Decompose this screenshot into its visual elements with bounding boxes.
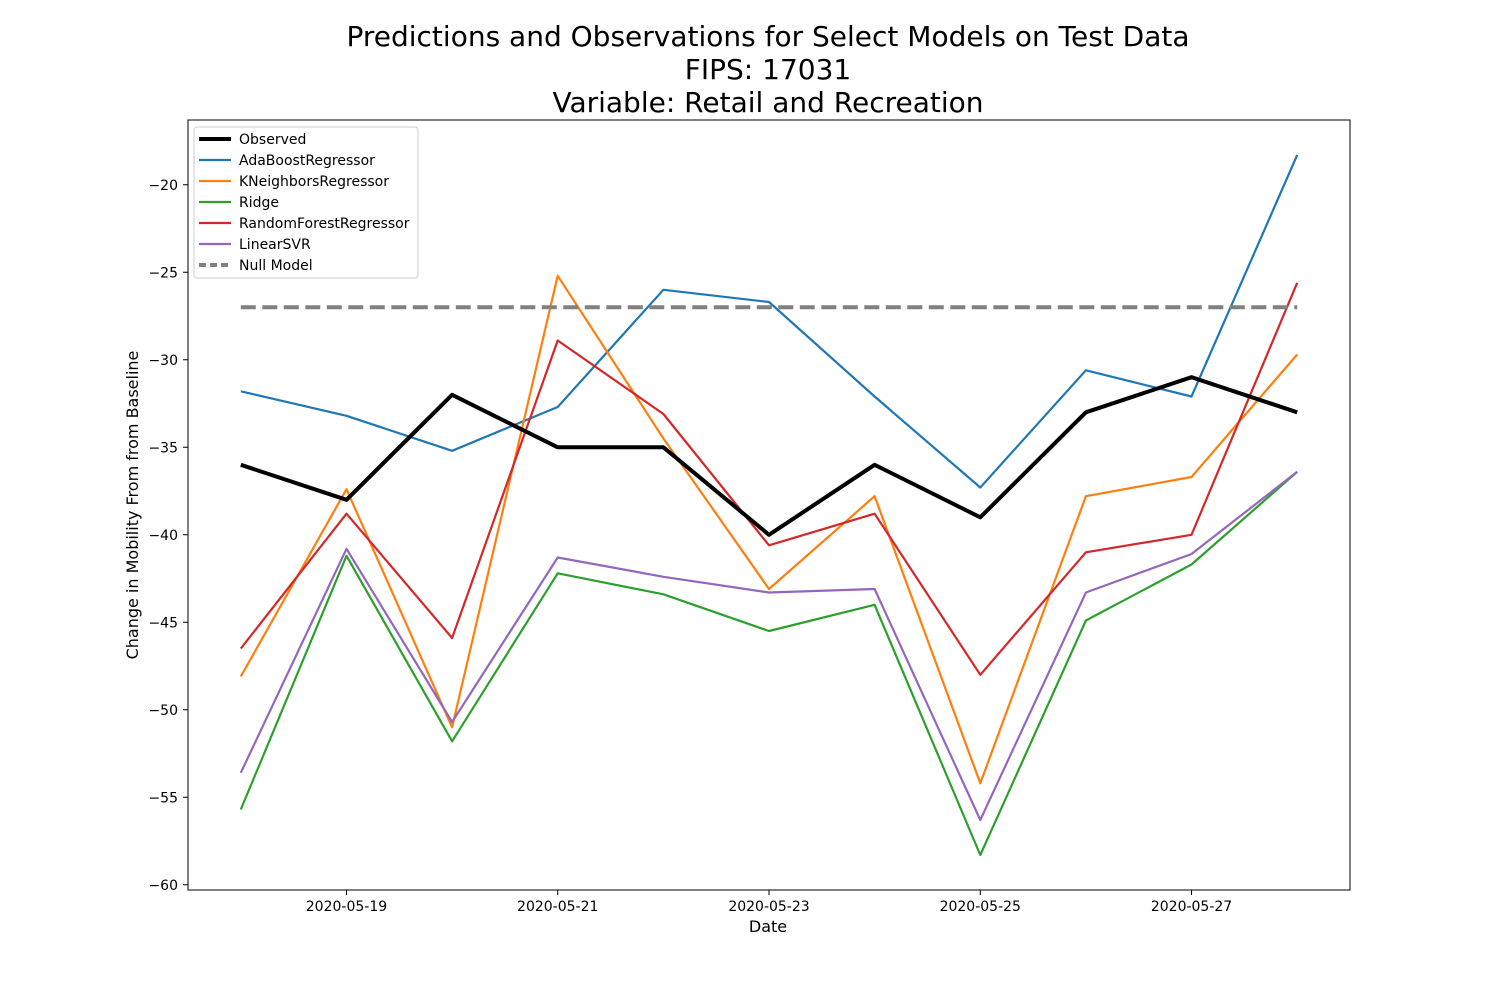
title-line-2: FIPS: 17031 (685, 53, 851, 86)
y-axis-label: Change in Mobility From from Baseline (123, 351, 142, 660)
legend-label-null-model: Null Model (239, 258, 313, 274)
series-line-observed (240, 375, 1298, 537)
x-tick-label: 2020-05-27 (1151, 899, 1232, 915)
series-line-ridge (239, 470, 1298, 857)
legend-label-linearsvr: LinearSVR (239, 237, 311, 253)
title-line-3: Variable: Retail and Recreation (552, 86, 983, 119)
legend-label-observed: Observed (239, 132, 306, 148)
x-tick-label: 2020-05-21 (517, 899, 598, 915)
y-tick-label: −60 (148, 878, 178, 894)
series-line-linearsvr (239, 470, 1298, 822)
legend-label-kneighborsregressor: KNeighborsRegressor (239, 174, 389, 190)
x-axis-label: Date (749, 917, 787, 936)
legend-label-randomforestregressor: RandomForestRegressor (239, 216, 410, 232)
title-line-1: Predictions and Observations for Select … (346, 20, 1189, 53)
y-tick-label: −55 (148, 790, 178, 806)
legend-label-ridge: Ridge (239, 195, 279, 211)
y-tick-label: −30 (148, 353, 178, 369)
y-axis-ticks: −20 −25 −30 −35 −40 −45 −50 −55 −60 (148, 178, 188, 894)
x-tick-label: 2020-05-19 (306, 899, 387, 915)
x-tick-label: 2020-05-25 (940, 899, 1021, 915)
y-tick-label: −40 (148, 528, 178, 544)
y-tick-label: −35 (148, 440, 178, 456)
legend-label-adaboostregressor: AdaBoostRegressor (239, 153, 375, 169)
y-tick-label: −25 (148, 265, 178, 281)
legend: Observed AdaBoostRegressor KNeighborsRegre… (193, 126, 419, 279)
x-axis-ticks: 2020-05-19 2020-05-21 2020-05-23 2020-05-25… (306, 890, 1232, 915)
x-tick-label: 2020-05-23 (728, 899, 809, 915)
series-layer (239, 154, 1299, 857)
chart-title: Predictions and Observations for Select … (346, 20, 1189, 119)
y-tick-label: −50 (148, 703, 178, 719)
series-line-adaboostregressor (240, 154, 1299, 489)
y-tick-label: −20 (148, 178, 178, 194)
y-tick-label: −45 (148, 615, 178, 631)
series-line-randomforestregressor (239, 282, 1299, 676)
legend-box (193, 126, 419, 279)
series-line-kneighborsregressor (239, 274, 1299, 785)
